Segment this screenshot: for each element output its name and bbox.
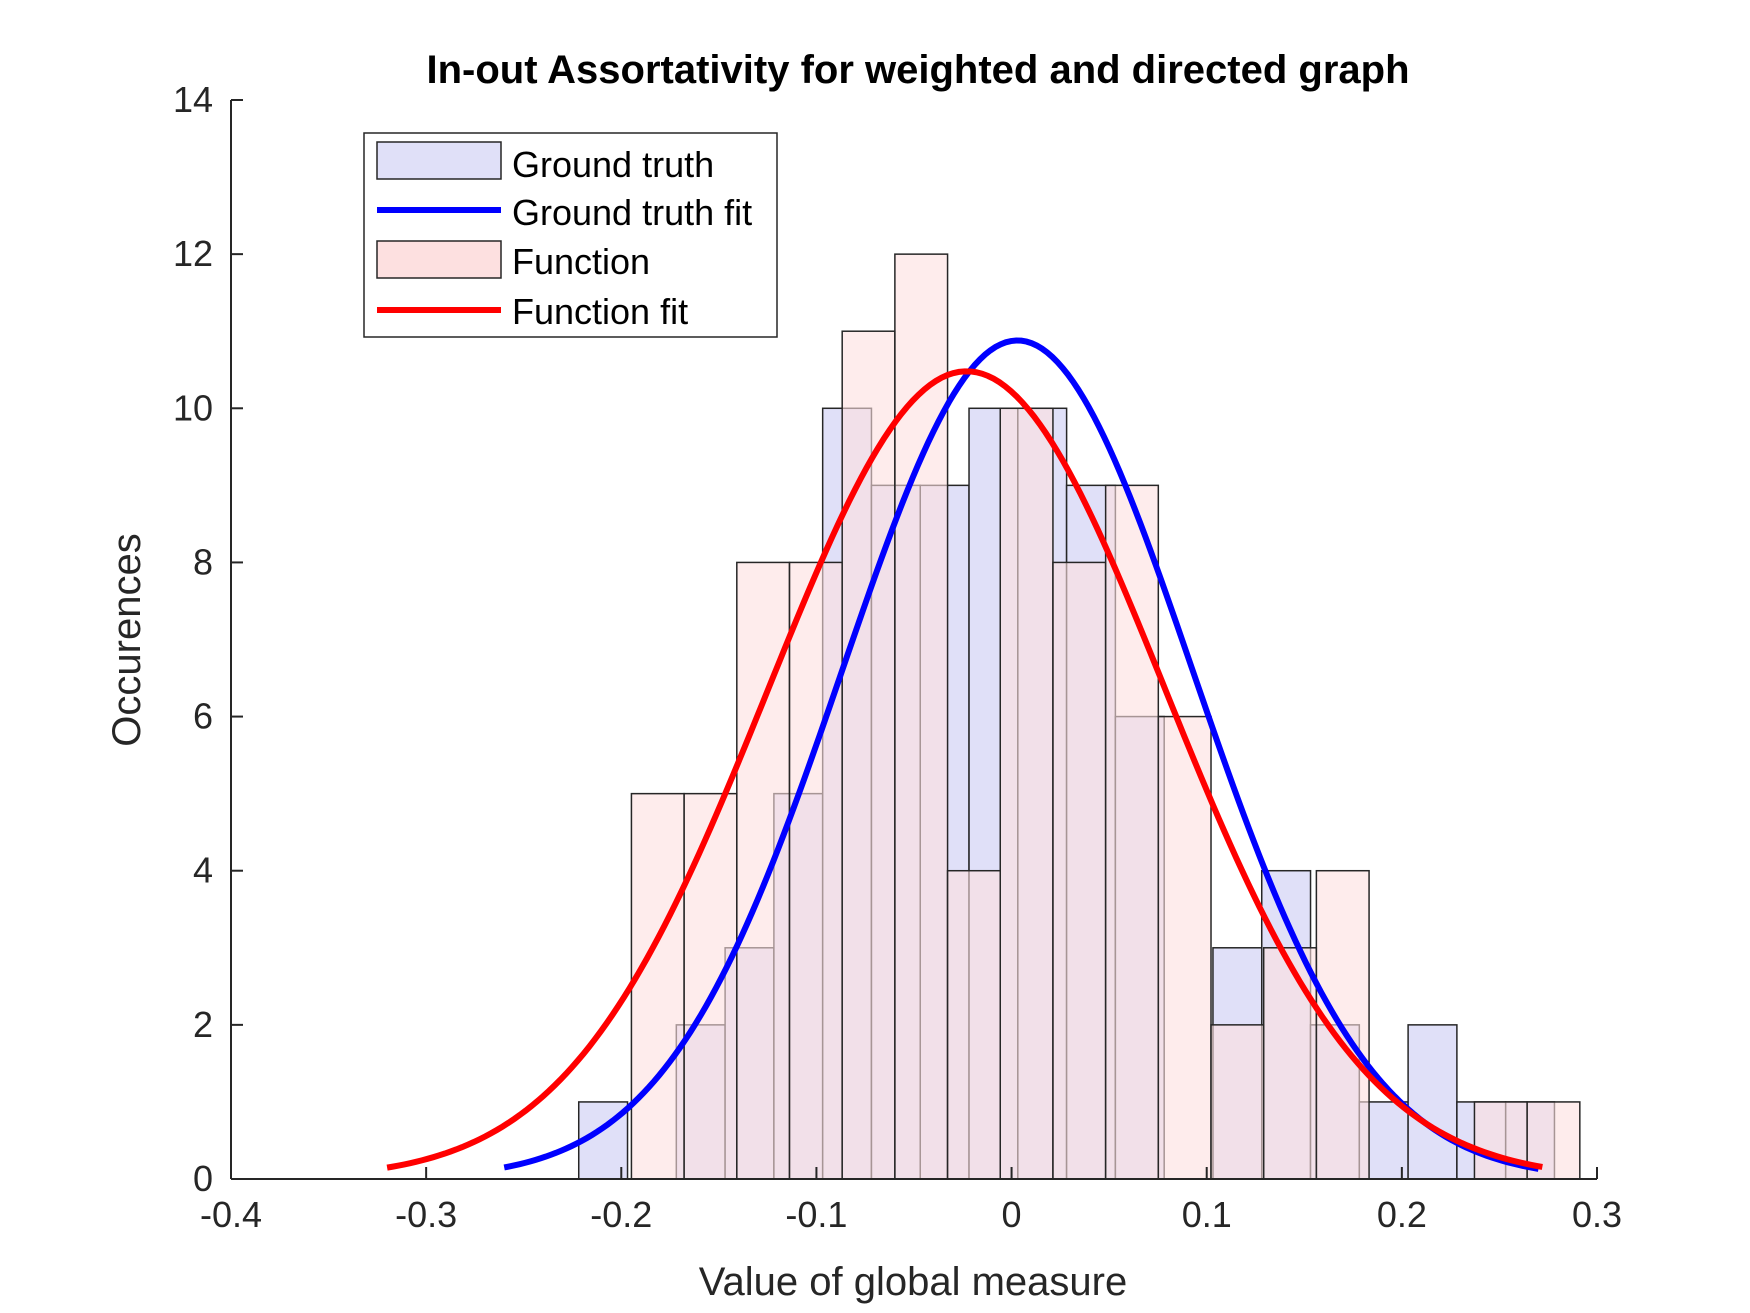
x-tick-label: 0 [1002, 1194, 1022, 1235]
x-tick-label: 0.1 [1182, 1194, 1232, 1235]
function-bar-10 [1157, 715, 1212, 1180]
y-tick-label: 6 [193, 696, 213, 737]
x-tick-label: 0.3 [1572, 1194, 1622, 1235]
y-tick-label: 14 [173, 79, 213, 120]
function-bar-11 [1210, 1024, 1265, 1180]
legend-label-ground-truth-fit: Ground truth fit [512, 192, 752, 233]
function-bar-4 [841, 330, 896, 1180]
legend-swatch-function [376, 240, 502, 279]
legend-label-ground-truth: Ground truth [512, 144, 714, 185]
function-bar-8 [1052, 561, 1107, 1180]
function-bar-12 [1262, 947, 1318, 1180]
function-bar-9 [1104, 484, 1160, 1180]
ground-truth-bar-17 [1407, 1024, 1458, 1180]
function-fit-line [386, 368, 1543, 1171]
x-tick-label: -0.3 [395, 1194, 457, 1235]
y-tick-label: 10 [173, 387, 213, 428]
y-tick-label: 8 [193, 541, 213, 582]
chart-title: In-out Assortativity for weighted and di… [426, 48, 1409, 92]
legend-swatch-ground-truth [376, 141, 502, 180]
x-tick-label: -0.2 [590, 1194, 652, 1235]
y-axis-label: Occurences [105, 533, 149, 746]
y-tick-label: 12 [173, 233, 213, 274]
function-bar-7 [999, 407, 1054, 1180]
ground-truth-fit-line [503, 337, 1539, 1172]
y-ticks: 0 2 4 6 8 10 12 14 [173, 79, 243, 1199]
x-tick-label: 0.2 [1377, 1194, 1427, 1235]
fit-curves [386, 337, 1543, 1172]
legend-label-function-fit: Function fit [512, 291, 688, 332]
legend-label-function: Function [512, 241, 650, 282]
x-tick-label: -0.4 [200, 1194, 262, 1235]
function-bar-3 [788, 561, 843, 1180]
x-axis-label: Value of global measure [699, 1260, 1127, 1304]
function-bar-1 [683, 792, 738, 1180]
y-tick-label: 2 [193, 1004, 213, 1045]
function-bar-6 [946, 869, 1001, 1180]
x-tick-label: -0.1 [785, 1194, 847, 1235]
x-ticks: -0.4 -0.3 -0.2 -0.1 0 0.1 0.2 0.3 [200, 1167, 1622, 1235]
legend: Ground truth Ground truth fit Function F… [363, 132, 778, 338]
y-tick-label: 4 [193, 850, 213, 891]
y-tick-label: 0 [193, 1158, 213, 1199]
function-bar-5 [894, 253, 949, 1180]
function-bar-0 [630, 792, 685, 1180]
